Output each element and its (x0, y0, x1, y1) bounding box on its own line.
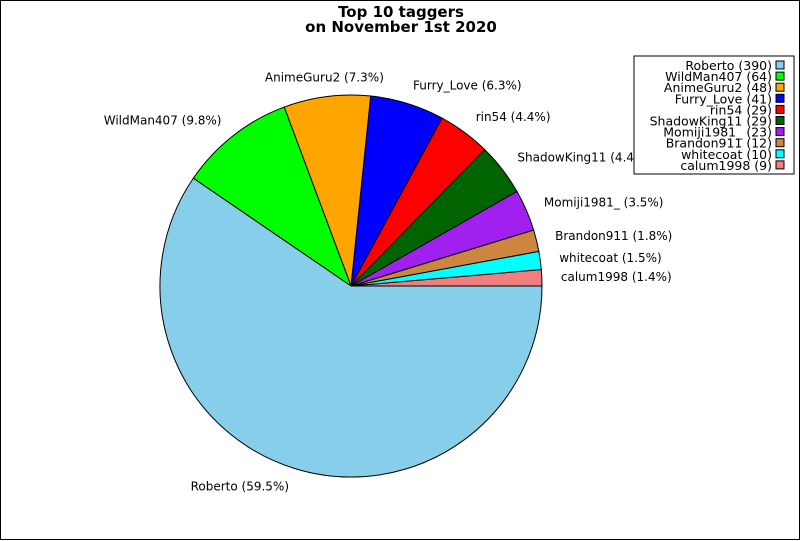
slice-label-furry-love: Furry_Love (6.3%) (413, 78, 522, 92)
legend-swatch (775, 138, 785, 148)
legend-item-label: Momiji1981_ (23) (663, 125, 772, 140)
pie-slice-wildman407 (192, 106, 353, 288)
legend-item-label: rin54 (29) (710, 102, 772, 117)
legend-item: Furry_Love (41) (675, 91, 785, 106)
legend-item: Brandon911 (12) (666, 136, 785, 151)
chart-title: Top 10 taggers on November 1st 2020 (305, 3, 497, 36)
legend-swatch (775, 60, 785, 70)
slice-label-momiji1981: Momiji1981_ (3.5%) (544, 196, 664, 210)
legend-item: AnimeGuru2 (48) (664, 80, 785, 95)
slice-label-brandon911: Brandon911 (1.8%) (555, 229, 672, 243)
legend-item-label: Roberto (390) (685, 58, 772, 73)
legend-item: whitecoat (10) (681, 147, 785, 162)
slice-label-shadowking11: ShadowKing11 (4.4%) (517, 151, 650, 165)
legend-swatch (775, 93, 785, 103)
pie-slice-labels: calum1998 (1.4%) whitecoat (1.5%) Brandon9… (104, 71, 673, 494)
legend: Roberto (390)WildMan407 (64)AnimeGuru2 (… (633, 55, 795, 175)
legend-swatch (775, 127, 785, 137)
legend-item-label: Furry_Love (41) (675, 91, 772, 106)
slice-label-animeguru2: AnimeGuru2 (7.3%) (265, 71, 384, 85)
legend-item-label: AnimeGuru2 (48) (664, 80, 772, 95)
legend-item: Roberto (390) (685, 58, 785, 73)
chart-title-line-2: on November 1st 2020 (305, 18, 497, 36)
slice-label-wildman407: WildMan407 (9.8%) (104, 114, 222, 128)
legend-item: ShadowKing11 (29) (650, 114, 785, 129)
legend-swatch (775, 160, 785, 170)
slice-label-rin54: rin54 (4.4%) (476, 110, 551, 124)
pie-slice-roberto (159, 177, 543, 478)
legend-item: rin54 (29) (710, 102, 785, 117)
legend-item: WildMan407 (64) (665, 69, 785, 84)
legend-item: Momiji1981_ (23) (663, 125, 785, 140)
slice-label-calum1998: calum1998 (1.4%) (561, 270, 672, 284)
legend-item-label: calum1998 (9) (680, 158, 772, 173)
legend-swatch (775, 104, 785, 114)
legend-item-label: whitecoat (10) (681, 147, 772, 162)
legend-item: calum1998 (9) (680, 158, 785, 173)
legend-swatch (775, 82, 785, 92)
legend-box (633, 55, 795, 175)
legend-swatch (775, 71, 785, 81)
legend-item-label: WildMan407 (64) (665, 69, 772, 84)
legend-swatch (775, 149, 785, 159)
legend-item-label: Brandon911 (12) (666, 136, 772, 151)
slice-label-roberto: Roberto (59.5%) (191, 480, 289, 494)
chart-title-line-1: Top 10 taggers (338, 3, 464, 21)
legend-item-label: ShadowKing11 (29) (650, 114, 772, 129)
slice-label-whitecoat: whitecoat (1.5%) (559, 251, 662, 265)
legend-swatch (775, 116, 785, 125)
pie-slices (159, 94, 543, 478)
